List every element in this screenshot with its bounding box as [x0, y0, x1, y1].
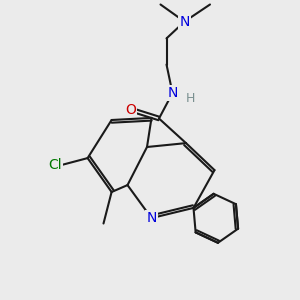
Text: O: O [125, 103, 136, 116]
Text: H: H [186, 92, 195, 106]
Text: N: N [146, 211, 157, 225]
Text: N: N [167, 86, 178, 100]
Text: Cl: Cl [49, 158, 62, 172]
Text: N: N [179, 15, 190, 28]
